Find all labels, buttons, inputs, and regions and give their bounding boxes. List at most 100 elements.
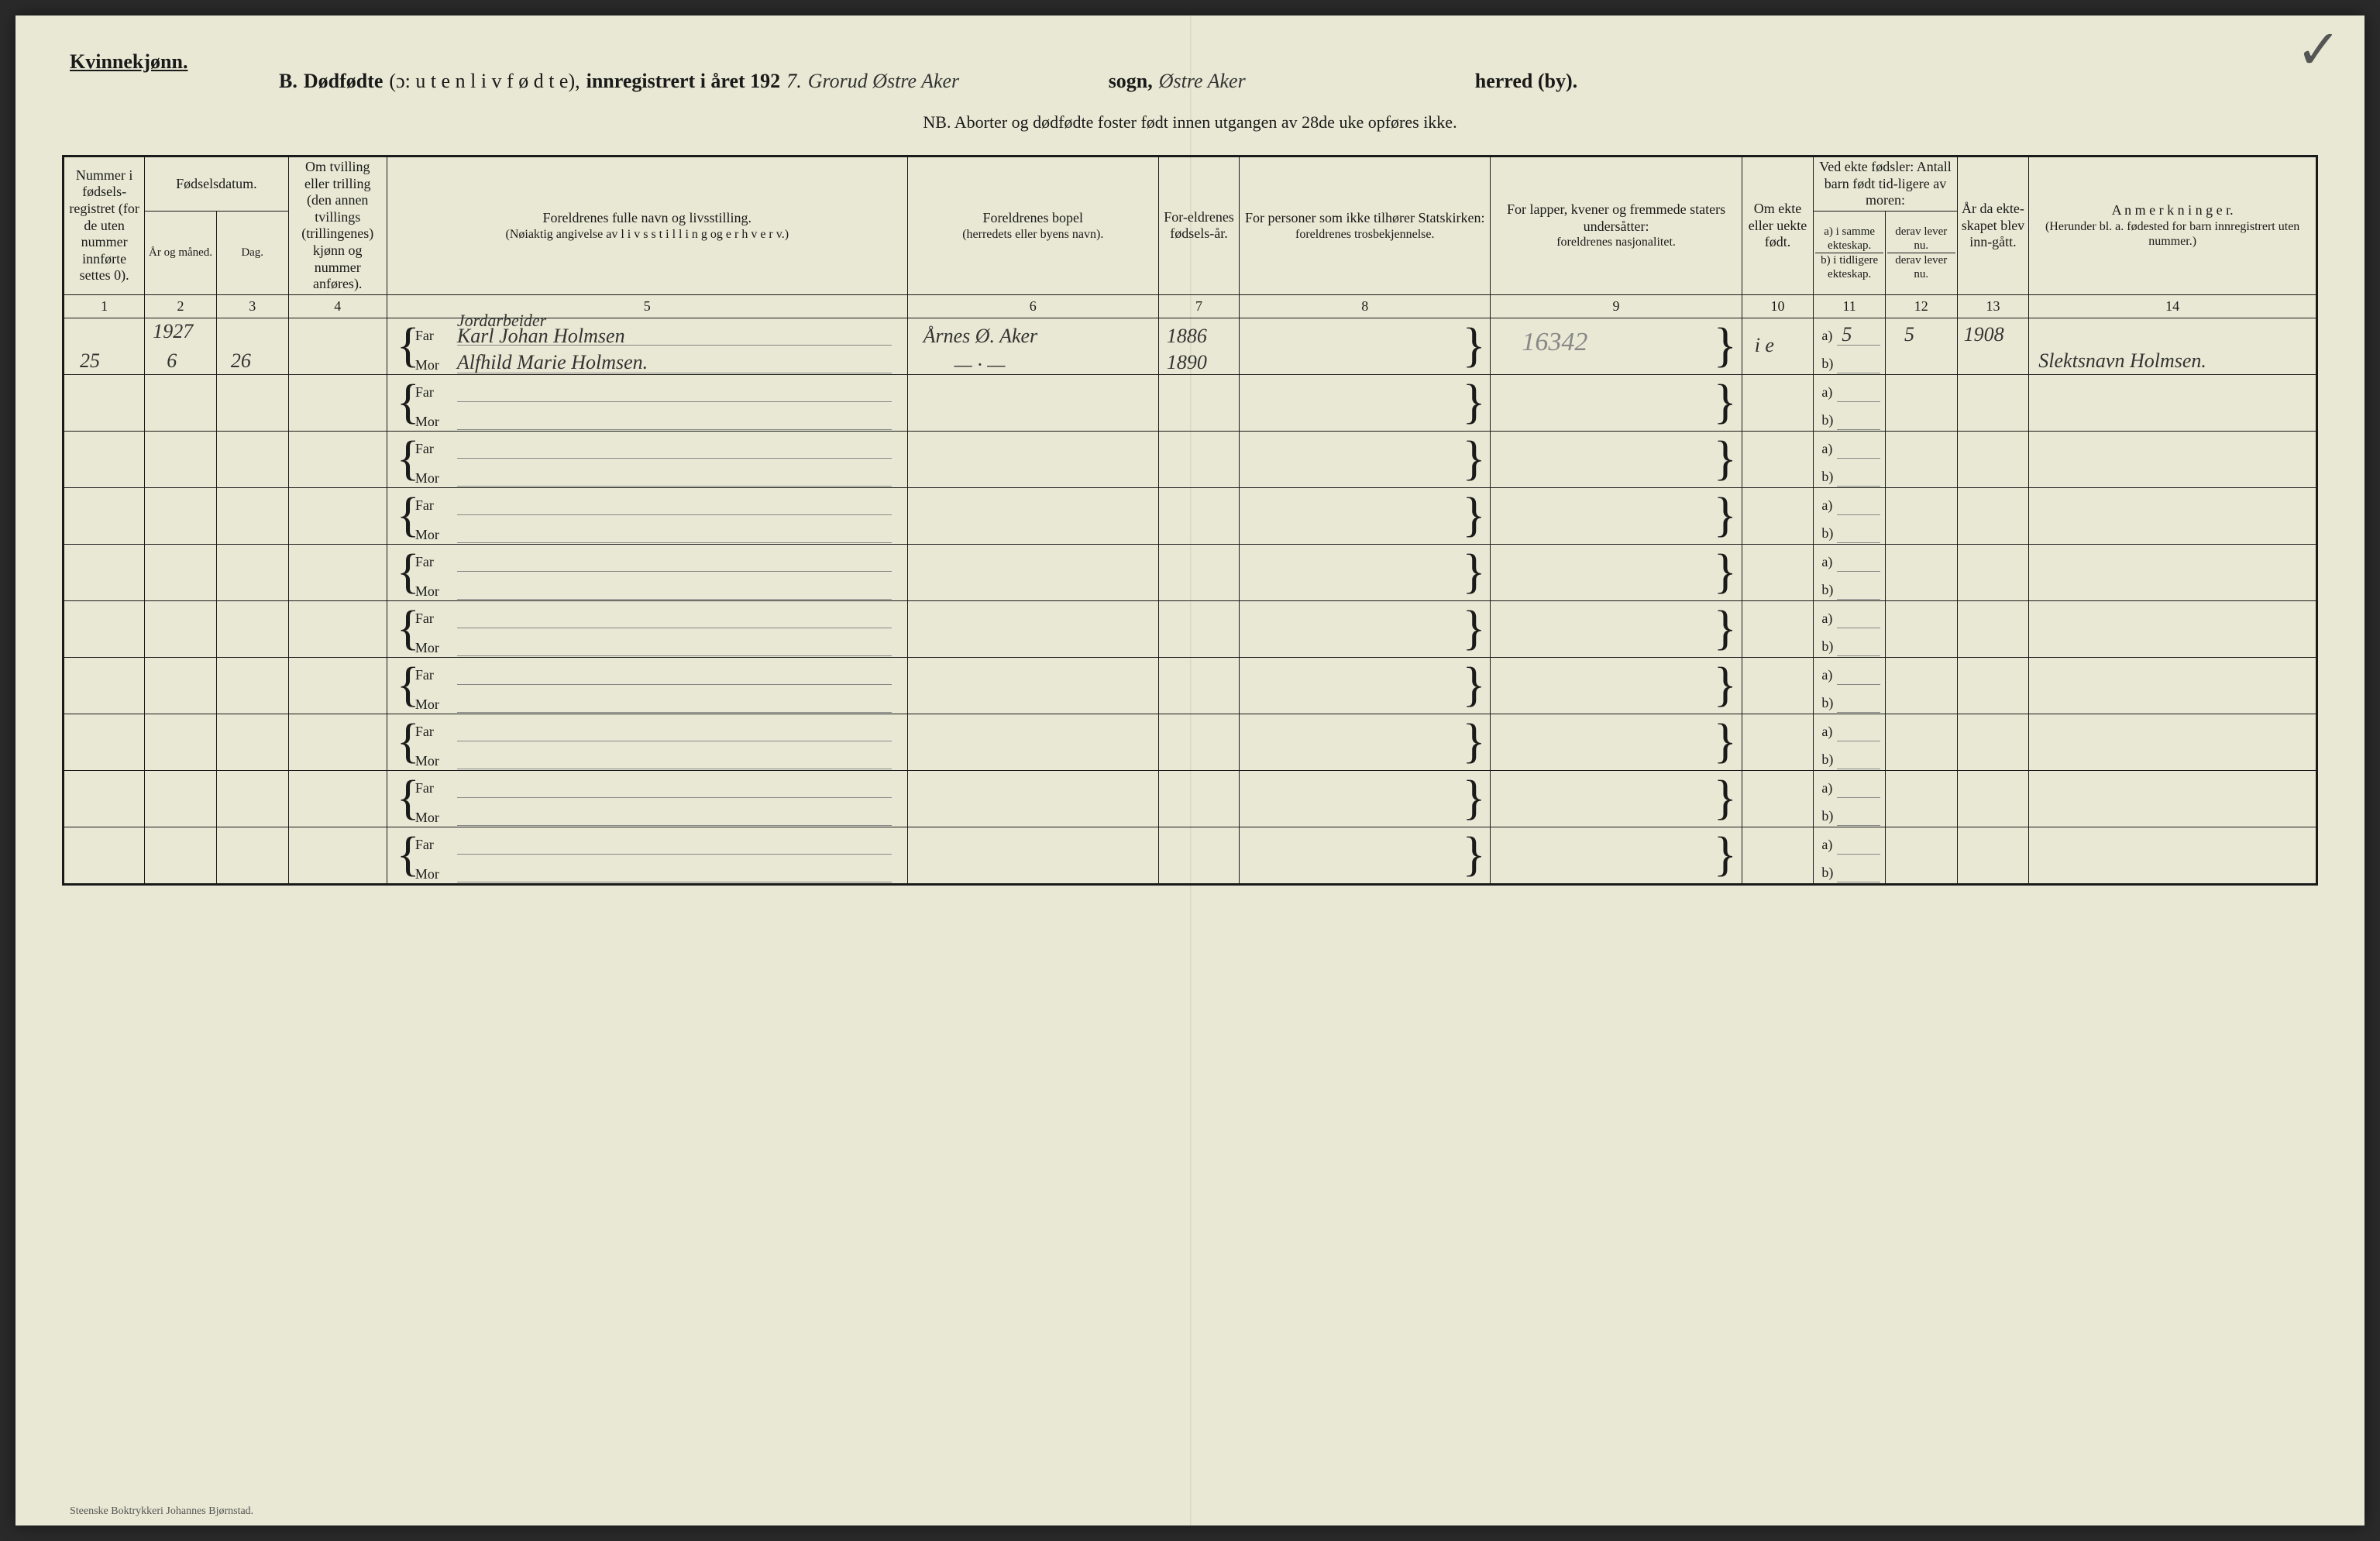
data-row-8: {FarMor } } a)b): [64, 714, 2316, 770]
r1-ekte-hw: i e: [1755, 334, 1774, 357]
r1-c13-hw: 1908: [1964, 323, 2004, 346]
h-c12a: derav lever nu.: [1887, 225, 1955, 253]
printer-credit: Steenske Boktrykkeri Johannes Bjørnstad.: [70, 1505, 253, 1518]
herred-label: herred (by).: [1475, 70, 1577, 93]
h-c14-top: A n m e r k n i n g e r.: [2032, 202, 2313, 219]
cn-4: 4: [288, 294, 387, 318]
r1-c9-hw: 16342: [1522, 328, 1587, 357]
brace-right-icon-2: }: [1714, 322, 1737, 370]
h-c9-sub: foreldrenes nasjonalitet.: [1494, 235, 1738, 249]
h-c9: For lapper, kvener og fremmede staters u…: [1491, 157, 1742, 295]
brace-right-icon: }: [1463, 322, 1486, 370]
cn-8: 8: [1240, 294, 1491, 318]
cn-14: 14: [2029, 294, 2316, 318]
far-label: Far: [415, 384, 434, 401]
r1-c12: 5: [1885, 318, 1957, 374]
mor-label: Mor: [415, 357, 439, 373]
h-c2b: Dag.: [216, 211, 288, 294]
title-paren: (ɔ: u t e n l i v f ø d t e),: [389, 70, 580, 93]
r1-remark-hw: Slektsnavn Holmsen.: [2038, 349, 2206, 373]
r1-birthyears: 1886 1890: [1158, 318, 1239, 374]
h-c5-top: Foreldrenes fulle navn og livsstilling.: [390, 210, 904, 227]
r1-num: 25: [64, 318, 145, 374]
r1-far-year: 1886: [1167, 325, 1207, 348]
ab-b-label: b): [1821, 356, 1833, 372]
r1-c11: a) 5 b): [1814, 318, 1886, 374]
cn-7: 7: [1158, 294, 1239, 318]
mor-label: Mor: [415, 414, 439, 430]
h-c13: År da ekte-skapet blev inn-gått.: [1957, 157, 2029, 295]
h-c4: Om tvilling eller trilling (den annen tv…: [288, 157, 387, 295]
h-c8-top: For personer som ikke tilhører Statskirk…: [1243, 210, 1487, 227]
r1-month-hw: 6: [167, 349, 177, 373]
h-c12b: derav lever nu.: [1887, 253, 1955, 281]
h-c1: Nummer i fødsels-registret (for de uten …: [64, 157, 145, 295]
document-page: Kvinnekjønn. B. Dødfødte (ɔ: u t e n l i…: [15, 15, 2365, 1526]
cn-1: 1: [64, 294, 145, 318]
h-c11a: a) i samme ekteskap.: [1815, 225, 1883, 253]
cn-13: 13: [1957, 294, 2029, 318]
title-registered: innregistrert i året 192: [586, 70, 781, 93]
cn-12: 12: [1885, 294, 1957, 318]
r1-faith: }: [1240, 318, 1491, 374]
title-main: Dødfødte: [304, 70, 383, 93]
r1-c11a-hw: 5: [1842, 323, 1852, 346]
sogn-label: sogn,: [1109, 70, 1153, 93]
h-c14: A n m e r k n i n g e r. (Herunder bl. a…: [2029, 157, 2316, 295]
title-prefix: B.: [279, 70, 298, 93]
h-c8: For personer som ikke tilhører Statskirk…: [1240, 157, 1491, 295]
data-row-1: 25 1927 6 26 { Jordarbeider Far Karl Joh…: [64, 318, 2316, 374]
h-c6-sub: (herredets eller byens navn).: [911, 227, 1155, 242]
r1-bopel: Årnes Ø. Aker — · —: [907, 318, 1158, 374]
r1-nationality: 16342 }: [1491, 318, 1742, 374]
far-label: Far: [415, 328, 434, 344]
r1-day-hw: 26: [231, 349, 251, 373]
h-c2a: År og måned.: [145, 211, 217, 294]
title-year-suffix: 7.: [786, 70, 802, 93]
r1-mor-year: 1890: [1167, 351, 1207, 374]
r1-bopel-hw: Årnes Ø. Aker: [923, 325, 1038, 348]
cn-6: 6: [907, 294, 1158, 318]
ab-line-top: [1837, 345, 1880, 346]
cn-3: 3: [216, 294, 288, 318]
brace-right-icon: }: [1714, 378, 1737, 426]
data-row-3: {FarMor } } a)b): [64, 431, 2316, 487]
nb-note: NB. Aborter og dødfødte foster født inne…: [62, 112, 2318, 132]
brace-right-icon: }: [1463, 378, 1486, 426]
gender-label: Kvinnekjønn.: [70, 50, 187, 74]
h-c11b: b) i tidligere ekteskap.: [1815, 253, 1883, 281]
cn-11: 11: [1814, 294, 1886, 318]
r1-bopel-ditto: — · —: [954, 353, 1006, 377]
r1-yearmonth: 1927 6: [145, 318, 217, 374]
data-row-10: {FarMor } } a)b): [64, 827, 2316, 883]
h-c6: Foreldrenes bopel (herredets eller byens…: [907, 157, 1158, 295]
data-row-4: {FarMor } } a)b): [64, 487, 2316, 544]
cn-9: 9: [1491, 294, 1742, 318]
h-c8-sub: foreldrenes trosbekjennelse.: [1243, 227, 1487, 242]
r1-day: 26: [216, 318, 288, 374]
data-row-6: {FarMor } } a)b): [64, 600, 2316, 657]
r1-c13: 1908: [1957, 318, 2029, 374]
r1-twin: [288, 318, 387, 374]
r1-ekte: i e: [1742, 318, 1814, 374]
h-c9-top: For lapper, kvener og fremmede staters u…: [1494, 201, 1738, 235]
data-row-2: { Far Mor } } a)b): [64, 374, 2316, 431]
cn-2: 2: [145, 294, 217, 318]
data-row-5: {FarMor } } a)b): [64, 544, 2316, 600]
r1-c12a-hw: 5: [1904, 323, 1914, 346]
title-line: B. Dødfødte (ɔ: u t e n l i v f ø d t e)…: [279, 70, 1577, 93]
r1-remark: Slektsnavn Holmsen.: [2029, 318, 2316, 374]
header-area: Kvinnekjønn. B. Dødfødte (ɔ: u t e n l i…: [62, 46, 2318, 155]
h-c10: Om ekte eller uekte født.: [1742, 157, 1814, 295]
h-c5-sub: (Nøiaktig angivelse av l i v s s t i l l…: [390, 227, 904, 242]
r1-mor-name: Alfhild Marie Holmsen.: [457, 351, 648, 374]
check-mark-icon: ✓: [2296, 19, 2341, 84]
h-c11: a) i samme ekteskap. b) i tidligere ekte…: [1814, 211, 1886, 294]
r1-parents: { Jordarbeider Far Karl Johan Holmsen Mo…: [387, 318, 907, 374]
h-c2-top: Fødselsdatum.: [145, 157, 288, 212]
h-c12: derav lever nu. derav lever nu.: [1885, 211, 1957, 294]
herred-handwritten: Østre Aker: [1159, 70, 1469, 93]
r1-num-hw: 25: [80, 349, 100, 373]
far-underline: [457, 345, 892, 346]
h-c14-sub: (Herunder bl. a. fødested for barn innre…: [2032, 219, 2313, 249]
